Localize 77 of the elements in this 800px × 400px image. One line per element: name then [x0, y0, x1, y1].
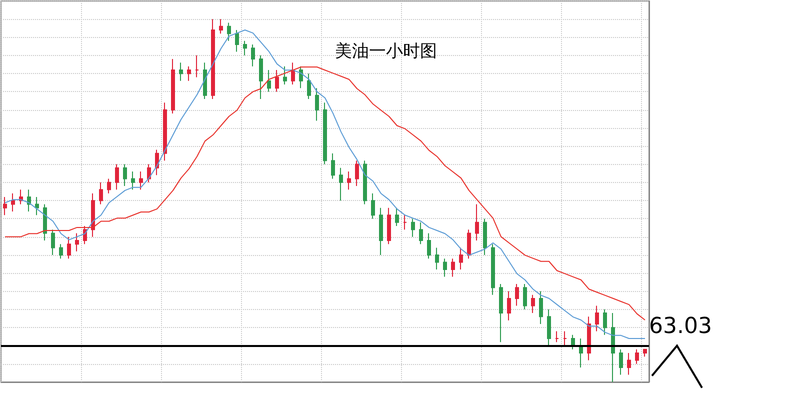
candlestick — [211, 18, 215, 100]
candlestick — [635, 348, 639, 364]
candlestick — [451, 258, 455, 278]
candlestick — [483, 218, 487, 256]
candlestick — [131, 171, 135, 190]
candlestick — [603, 308, 607, 336]
candlestick — [171, 58, 175, 114]
candlestick — [35, 196, 39, 216]
candlestick — [563, 330, 567, 346]
candlestick — [459, 247, 463, 270]
candlestick — [291, 62, 295, 85]
candlestick — [531, 294, 535, 314]
candlestick — [203, 62, 207, 100]
candlestick — [227, 22, 231, 42]
candlestick — [467, 229, 471, 260]
candlestick — [619, 348, 623, 376]
candlestick — [403, 214, 407, 230]
text: 美油一小时图 — [335, 42, 437, 62]
candlestick — [355, 160, 359, 187]
candlestick — [435, 247, 439, 270]
candlestick — [219, 18, 223, 34]
candlestick — [3, 196, 7, 216]
candlestick — [475, 204, 479, 241]
candlestick — [627, 352, 631, 376]
candlestick — [139, 171, 143, 190]
candlestick — [555, 330, 559, 343]
candlestick — [595, 305, 599, 332]
candlestick — [75, 232, 79, 252]
candlestick — [427, 232, 431, 260]
candlestick — [547, 308, 551, 346]
candlestick — [51, 229, 55, 256]
candlestick — [259, 54, 263, 100]
candlestick — [443, 258, 447, 278]
candlestick — [315, 88, 319, 122]
candlestick — [163, 102, 167, 162]
candlestick — [643, 348, 647, 358]
candlestick — [395, 207, 399, 226]
candlestick — [387, 207, 391, 245]
candlestick — [179, 62, 183, 82]
candlestick — [523, 284, 527, 310]
candlestick — [491, 244, 495, 296]
candlestick — [339, 167, 343, 202]
candlestick — [323, 102, 327, 165]
candlestick — [107, 178, 111, 194]
candlestick — [579, 338, 583, 368]
candlestick — [99, 182, 103, 205]
candlestick — [267, 69, 271, 92]
candlestick — [43, 204, 47, 241]
candlestick — [251, 44, 255, 67]
candlestick — [539, 290, 543, 324]
candlestick — [115, 164, 119, 190]
candlestick — [363, 160, 367, 205]
candlestick — [91, 192, 95, 238]
candlestick — [611, 312, 615, 382]
candlestick — [371, 192, 375, 220]
candlestick — [379, 207, 383, 256]
candlestick — [59, 244, 63, 260]
candlestick — [243, 40, 247, 56]
candlestick — [67, 236, 71, 260]
candlestick — [499, 284, 503, 343]
candlestick — [331, 152, 335, 180]
candlestick — [187, 66, 191, 82]
candlestick — [123, 164, 127, 187]
candlestick — [419, 222, 423, 245]
candlestick — [299, 66, 303, 89]
candlestick — [571, 334, 575, 350]
candlestick — [195, 54, 199, 78]
candlestick — [275, 69, 279, 92]
candlestick — [11, 192, 15, 212]
candlestick — [307, 73, 311, 100]
candlestick — [235, 30, 239, 52]
candlestick — [515, 284, 519, 306]
candlestick — [283, 66, 287, 85]
candlestick — [411, 218, 415, 238]
candlestick — [507, 290, 511, 321]
text: 63.03 — [649, 314, 712, 340]
candlestick — [347, 171, 351, 190]
